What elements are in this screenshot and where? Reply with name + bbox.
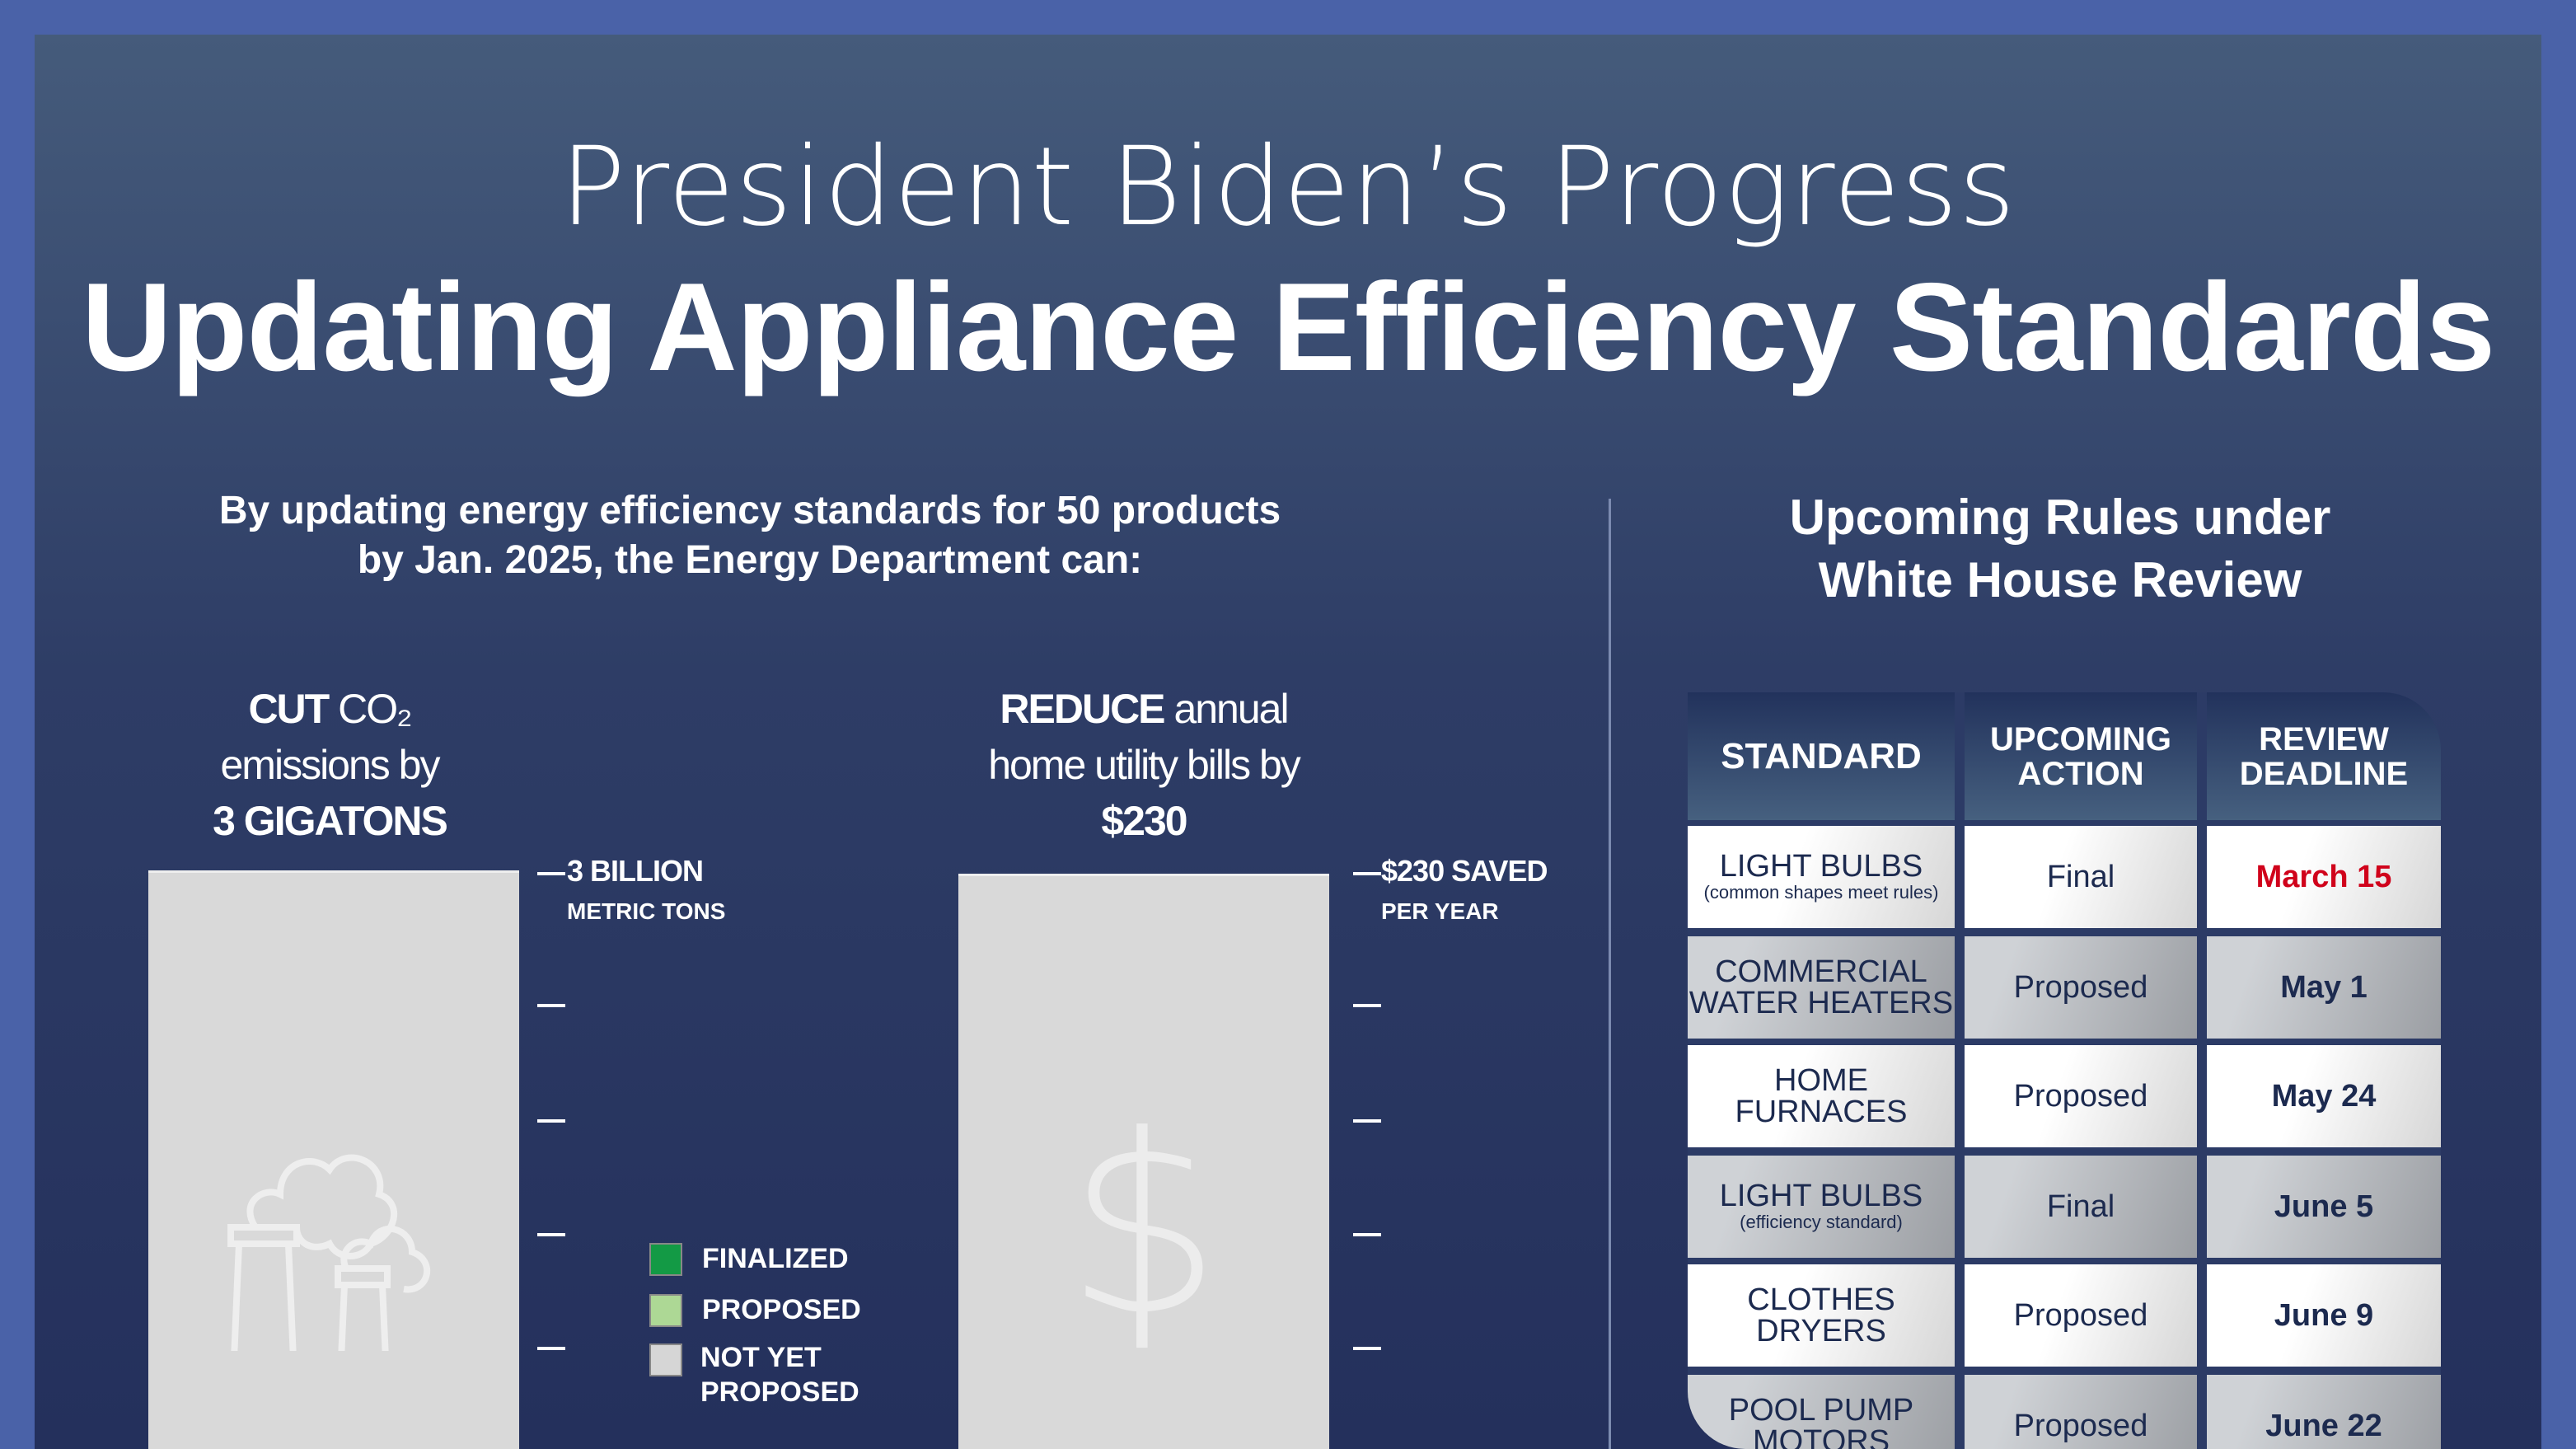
bills-tick <box>1353 1233 1381 1236</box>
legend-not-yet-proposed: NOT YET PROPOSED <box>700 1340 859 1409</box>
legend-swatch-not-yet-proposed <box>649 1343 682 1376</box>
header-upcoming-action: UPCOMING ACTION <box>1965 692 2197 820</box>
intro-line2: by Jan. 2025, the Energy Department can: <box>357 538 1143 582</box>
co2-tick-top <box>537 872 565 875</box>
table-row-deadline: June 22 <box>2207 1375 2441 1449</box>
intro-text: By updating energy efficiency standards … <box>173 486 1327 585</box>
table-row-standard: LIGHT BULBS (efficiency standard) <box>1688 1156 1955 1258</box>
table-row-action: Proposed <box>1965 1045 2197 1147</box>
standard-detail: (common shapes meet rules) <box>1703 882 1939 903</box>
standard-name: LIGHT BULBS <box>1719 1179 1923 1213</box>
standard-name: LIGHT BULBS <box>1719 849 1923 884</box>
co2-label: CUT CO₂ emissions by 3 GIGATONS <box>124 681 536 849</box>
co2-lead: CUT <box>248 686 330 732</box>
standard-name: CLOTHES <box>1747 1283 1895 1317</box>
standard-detail: DRYERS <box>1756 1314 1886 1348</box>
co2-top-unit: METRIC TONS <box>567 898 726 924</box>
header-action-line2: ACTION <box>2017 755 2144 792</box>
co2-tick <box>537 1233 565 1236</box>
legend-swatch-proposed <box>649 1294 682 1327</box>
title-line2: Updating Appliance Efficiency Standards <box>81 257 2495 397</box>
table-row-action: Final <box>1965 826 2197 928</box>
standard-name: POOL PUMP <box>1728 1393 1914 1428</box>
legend-swatch-finalized <box>649 1243 682 1276</box>
header-deadline-line1: REVIEW <box>2259 720 2389 757</box>
table-row-deadline: June 5 <box>2207 1156 2441 1258</box>
co2-tick <box>537 1004 565 1007</box>
co2-line2: emissions by <box>220 742 441 788</box>
table-row-standard: HOME FURNACES <box>1688 1045 1955 1147</box>
bills-lead: REDUCE <box>1000 686 1165 732</box>
co2-rest: CO₂ <box>338 686 412 732</box>
bills-amount: $230 <box>1101 798 1187 844</box>
standard-detail: WATER HEATERS <box>1688 986 1954 1020</box>
table-row-standard: POOL PUMP MOTORS <box>1688 1375 1955 1449</box>
bills-top-label: $230 SAVED <box>1381 854 1548 888</box>
bills-label: REDUCE annual home utility bills by $230 <box>938 681 1350 849</box>
legend-finalized: FINALIZED <box>702 1243 849 1274</box>
co2-amount: 3 GIGATONS <box>213 798 448 844</box>
title-line1: President Biden’s Progress <box>560 124 2016 251</box>
legend-proposed: PROPOSED <box>702 1294 861 1325</box>
table-row-standard: CLOTHES DRYERS <box>1688 1264 1955 1367</box>
bills-tick-top <box>1353 872 1381 875</box>
table-row-action: Proposed <box>1965 936 2197 1039</box>
standard-detail: FURNACES <box>1735 1095 1908 1129</box>
factory-smoke-icon <box>227 1154 430 1351</box>
bills-line2: home utility bills by <box>988 742 1301 788</box>
bills-progress-bar: $ <box>958 874 1329 1449</box>
header-action-line1: UPCOMING <box>1990 720 2171 757</box>
standard-name: COMMERCIAL <box>1715 954 1927 989</box>
bills-rest: annual <box>1173 686 1289 732</box>
table-row-deadline: June 9 <box>2207 1264 2441 1367</box>
table-row-deadline: May 24 <box>2207 1045 2441 1147</box>
table-row-action: Final <box>1965 1156 2197 1258</box>
table-row-deadline: May 1 <box>2207 936 2441 1039</box>
co2-tick <box>537 1347 565 1350</box>
table-row-standard: COMMERCIAL WATER HEATERS <box>1688 936 1955 1039</box>
bills-tick <box>1353 1119 1381 1123</box>
bills-top-unit: PER YEAR <box>1381 898 1499 924</box>
review-table: STANDARD UPCOMING ACTION REVIEW DEADLINE… <box>1688 692 2441 1449</box>
standard-detail: MOTORS <box>1752 1424 1890 1449</box>
divider <box>1609 499 1611 1449</box>
table-row-standard: LIGHT BULBS (common shapes meet rules) <box>1688 826 1955 928</box>
co2-tick <box>537 1119 565 1123</box>
table-row-action: Proposed <box>1965 1375 2197 1449</box>
header-deadline-line2: DEADLINE <box>2239 755 2409 792</box>
bills-tick <box>1353 1347 1381 1350</box>
legend-not-yet-line2: PROPOSED <box>700 1376 859 1408</box>
header-standard: STANDARD <box>1688 692 1955 820</box>
legend-not-yet-line1: NOT YET <box>700 1342 822 1373</box>
review-heading: Upcoming Rules under White House Review <box>1714 486 2406 612</box>
table-row-deadline: March 15 <box>2207 826 2441 928</box>
header-review-deadline: REVIEW DEADLINE <box>2207 692 2441 820</box>
co2-top-label: 3 BILLION <box>567 854 704 888</box>
bills-tick <box>1353 1004 1381 1007</box>
review-heading-line1: Upcoming Rules under <box>1789 490 2331 545</box>
review-heading-line2: White House Review <box>1818 552 2302 607</box>
intro-line1: By updating energy efficiency standards … <box>218 489 1281 532</box>
table-row-action: Proposed <box>1965 1264 2197 1367</box>
dollar-icon: $ <box>1065 1082 1223 1370</box>
standard-name: HOME <box>1774 1063 1868 1098</box>
co2-progress-bar <box>148 870 519 1449</box>
standard-detail: (efficiency standard) <box>1740 1212 1903 1232</box>
